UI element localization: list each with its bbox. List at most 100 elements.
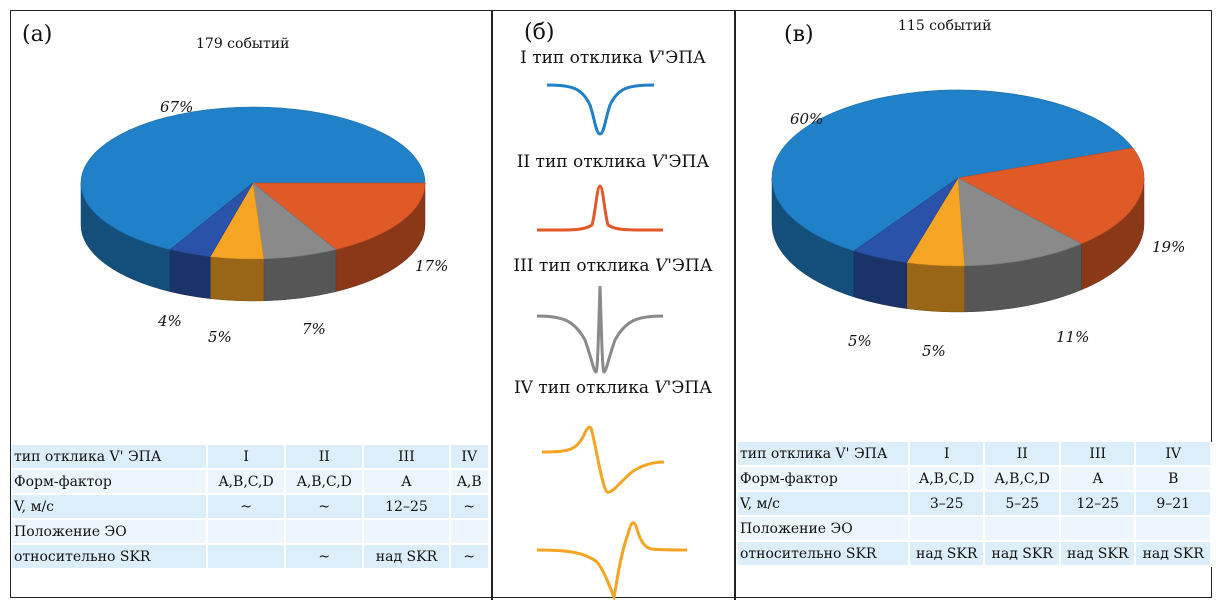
type-label-prefix: III тип отклика <box>513 256 655 276</box>
table-cell: III <box>1059 442 1137 467</box>
row-label: Положение ЭО <box>738 516 910 542</box>
pct-label-type-4a: 5% <box>922 342 946 360</box>
row-label: V, м/с <box>12 494 208 520</box>
table-cell <box>1135 516 1212 542</box>
table-row: относительно SKR ~ над SKR ~ <box>12 544 490 570</box>
table-cell: ~ <box>449 544 490 570</box>
table-cell: III <box>363 445 451 470</box>
pie-slice-0 <box>80 106 426 250</box>
row-label: Положение ЭО <box>12 519 208 545</box>
waveform-type-4b-icon <box>536 521 688 600</box>
table-cell: I <box>206 445 287 470</box>
table-cell: 3–25 <box>908 491 986 517</box>
table-row: Форм-фактор A,B,C,D A,B,C,D A B <box>738 466 1212 492</box>
event-count: 115 событий <box>898 18 992 34</box>
panel-a: (а) 179 событий 67% 17% 7% 5% 4% тип отк… <box>10 10 491 598</box>
table-cell: над SKR <box>1059 541 1137 567</box>
table-cell: A,B,C,D <box>908 466 986 492</box>
table-cell: 12–25 <box>1059 491 1137 517</box>
pct-label-type-2: 19% <box>1152 238 1186 256</box>
table-cell: A,B,C,D <box>285 469 365 495</box>
table-cell: A,B,C,D <box>206 469 287 495</box>
pie-slice-1 <box>252 182 426 250</box>
type-label-var: V <box>654 378 667 398</box>
type-2-label: II тип отклика V'ЭПА <box>492 152 734 172</box>
table-cell: над SKR <box>908 541 986 567</box>
table-cell: над SKR <box>984 541 1061 567</box>
table-cell <box>206 519 287 545</box>
table-cell <box>1059 516 1137 542</box>
waveform-type-4a-icon <box>541 425 665 494</box>
pie-slice-1 <box>957 147 1145 245</box>
waveform-type-3-icon <box>536 285 664 374</box>
row-label: V, м/с <box>738 491 910 517</box>
table-cell: 9–21 <box>1135 491 1212 517</box>
panel-label: (а) <box>22 22 53 47</box>
table-row: Положение ЭО <box>12 519 490 545</box>
type-label-var: V <box>648 48 661 68</box>
type-label-suffix: 'ЭПА <box>660 48 706 68</box>
panel-label: (б) <box>524 20 555 45</box>
row-label: относительно SKR <box>738 541 910 567</box>
type-label-suffix: 'ЭПА <box>667 256 713 276</box>
row-label: Форм-фактор <box>738 466 910 492</box>
table-cell: B <box>1135 466 1212 492</box>
table-cell: ~ <box>285 494 365 520</box>
table-cell: II <box>285 445 365 470</box>
pie-chart-v <box>771 89 1145 313</box>
table-cell <box>908 516 986 542</box>
table-cell: I <box>908 442 986 467</box>
table-cell <box>984 516 1061 542</box>
pie-slice-0 <box>771 89 1134 252</box>
pie-side-3 <box>906 262 965 313</box>
params-table-v: тип отклика V' ЭПА I II III IV Форм-фактор A,B… <box>738 442 1212 567</box>
table-cell: ~ <box>206 494 287 520</box>
type-label-prefix: IV тип отклика <box>513 378 655 398</box>
type-3-label: III тип отклика V'ЭПА <box>492 256 734 276</box>
pct-label-type-4b: 4% <box>158 312 182 330</box>
panel-label: (в) <box>784 22 814 47</box>
type-4-label: IV тип отклика V'ЭПА <box>492 378 734 398</box>
table-cell: 12–25 <box>363 494 451 520</box>
type-label-prefix: II тип отклика <box>516 152 652 172</box>
pie-chart-a <box>80 106 426 302</box>
table-row: V, м/с ~ ~12–25 ~ <box>12 494 490 520</box>
type-label-var: V <box>654 256 668 276</box>
pct-label-type-1: 67% <box>160 98 194 116</box>
waveform-icons <box>536 83 688 600</box>
panel-v: (в) 115 событий 60% 19% 11% 5% 5% тип от… <box>736 10 1212 598</box>
table-cell <box>363 519 451 545</box>
table-cell: IV <box>1135 442 1212 467</box>
pct-label-type-4a: 5% <box>208 328 232 346</box>
pct-label-type-2: 17% <box>415 257 449 275</box>
table-cell: ~ <box>285 544 365 570</box>
row-label: относительно SKR <box>12 544 208 570</box>
table-row: тип отклика V' ЭПА I II III IV <box>738 442 1212 467</box>
table-row: относительно SKR над SKR над SKR над SKR над… <box>738 541 1212 567</box>
waveform-type-1-icon <box>546 83 655 136</box>
pie-side-4 <box>169 249 211 299</box>
params-table-a: тип отклика V' ЭПА I II III IV Форм-фактор A,B… <box>12 445 490 570</box>
event-count: 179 событий <box>196 36 290 52</box>
pie-slice-4 <box>169 182 254 257</box>
row-label: тип отклика V' ЭПА <box>738 442 910 467</box>
table-row: Форм-фактор A,B,C,D A,B,C,D A A,B <box>12 469 490 495</box>
type-label-suffix: 'ЭПА <box>663 152 710 172</box>
table-cell: 5–25 <box>984 491 1061 517</box>
type-label-suffix: 'ЭПА <box>666 378 713 398</box>
type-1-label: I тип отклика V'ЭПА <box>492 48 734 68</box>
table-cell: над SKR <box>1135 541 1212 567</box>
table-row: V, м/с 3–25 5–25 12–25 9–21 <box>738 491 1212 517</box>
table-cell <box>206 544 287 570</box>
pie-slice-4 <box>853 177 959 263</box>
pie-side-3 <box>209 256 265 302</box>
pie-slice-2 <box>957 177 1083 267</box>
pct-label-type-4b: 5% <box>848 332 872 350</box>
panel-divider-right <box>734 10 736 600</box>
panel-divider-left <box>491 10 493 600</box>
type-label-var: V <box>651 152 664 172</box>
figure-frame <box>10 10 1212 598</box>
table-cell: A,B <box>449 469 490 495</box>
panel-b: (б) I тип отклика V'ЭПА II тип отклика V… <box>492 10 734 600</box>
pct-label-type-1: 60% <box>790 110 824 128</box>
